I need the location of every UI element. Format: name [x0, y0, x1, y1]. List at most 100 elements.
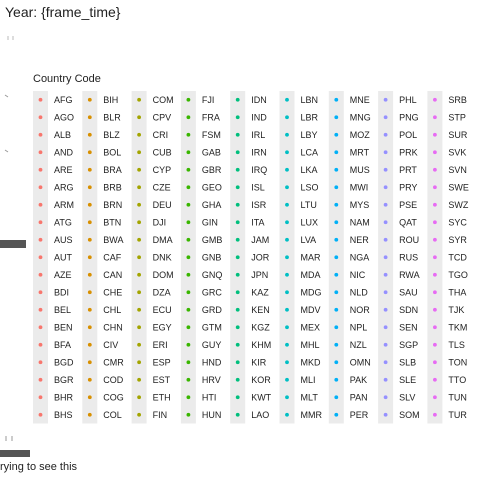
legend-point-cri	[137, 133, 141, 137]
legend-label-pak: PAK	[350, 375, 367, 385]
legend-point-can	[88, 273, 92, 277]
legend-label-hrv: HRV	[202, 375, 221, 385]
legend-point-pak	[334, 378, 338, 382]
legend-label-mrt: MRT	[350, 148, 370, 158]
legend-label-bra: BRA	[103, 165, 122, 175]
legend-point-khm	[236, 343, 240, 347]
legend-point-rou	[384, 238, 388, 242]
legend-label-sur: SUR	[448, 130, 468, 140]
legend-point-sdn	[384, 308, 388, 312]
legend-label-nic: NIC	[350, 270, 366, 280]
legend-point-swe	[433, 185, 437, 189]
legend-point-mli	[285, 378, 289, 382]
legend-label-hun: HUN	[202, 410, 222, 420]
legend-label-tjk: TJK	[448, 305, 464, 315]
legend-point-tcd	[433, 255, 437, 259]
legend-label-bel: BEL	[54, 305, 71, 315]
legend-point-sen	[384, 325, 388, 329]
legend-label-civ: CIV	[103, 340, 118, 350]
legend-point-per	[334, 413, 338, 417]
legend-label-tur: TUR	[448, 410, 467, 420]
legend-label-tcd: TCD	[448, 253, 467, 263]
legend-point-swz	[433, 203, 437, 207]
legend-label-bwa: BWA	[103, 235, 123, 245]
legend-point-pse	[384, 203, 388, 207]
legend-label-sgp: SGP	[399, 340, 418, 350]
legend-label-cmr: CMR	[103, 358, 124, 368]
legend-label-bhr: BHR	[54, 393, 74, 403]
legend-point-tjk	[433, 308, 437, 312]
legend-label-fsm: FSM	[202, 130, 221, 140]
legend-point-bih	[88, 98, 92, 102]
legend-label-caf: CAF	[103, 253, 122, 263]
legend-point-cmr	[88, 360, 92, 364]
legend-point-mda	[285, 273, 289, 277]
legend-point-bdi	[39, 290, 43, 294]
legend-label-nga: NGA	[350, 253, 370, 263]
legend-point-png	[384, 115, 388, 119]
legend-point-ben	[39, 325, 43, 329]
legend-label-aze: AZE	[54, 270, 72, 280]
legend-point-tkm	[433, 325, 437, 329]
legend-point-bgd	[39, 360, 43, 364]
legend-label-gmb: GMB	[202, 235, 223, 245]
legend-label-irq: IRQ	[251, 165, 267, 175]
legend-label-lao: LAO	[251, 410, 269, 420]
legend-point-nic	[334, 273, 338, 277]
legend-label-bgd: BGD	[54, 358, 74, 368]
legend-label-irl: IRL	[251, 130, 265, 140]
legend-point-lbn	[285, 98, 289, 102]
legend-point-bol	[88, 150, 92, 154]
legend-point-mhl	[285, 343, 289, 347]
legend-point-rwa	[384, 273, 388, 277]
legend-point-ecu	[137, 308, 141, 312]
legend-label-bgr: BGR	[54, 375, 74, 385]
legend-point-afg	[39, 98, 43, 102]
legend-label-bhs: BHS	[54, 410, 73, 420]
legend-point-guy	[187, 343, 191, 347]
legend-point-chl	[88, 308, 92, 312]
legend-label-col: COL	[103, 410, 122, 420]
legend-label-kor: KOR	[251, 375, 271, 385]
legend-point-cpv	[137, 115, 141, 119]
legend-label-mdg: MDG	[301, 288, 322, 298]
legend-label-mda: MDA	[301, 270, 321, 280]
legend-label-bdi: BDI	[54, 288, 69, 298]
legend-label-cpv: CPV	[153, 113, 172, 123]
legend-label-mng: MNG	[350, 113, 371, 123]
legend-point-bhr	[39, 395, 43, 399]
legend-point-grc	[187, 290, 191, 294]
legend-label-grd: GRD	[202, 305, 223, 315]
legend-label-alb: ALB	[54, 130, 71, 140]
legend-point-tls	[433, 343, 437, 347]
legend-label-guy: GUY	[202, 340, 222, 350]
legend-label-mli: MLI	[301, 375, 316, 385]
legend-point-isr	[236, 203, 240, 207]
legend-point-com	[137, 98, 141, 102]
legend-point-civ	[88, 343, 92, 347]
legend-point-dnk	[137, 255, 141, 259]
legend-label-can: CAN	[103, 270, 122, 280]
legend-point-lso	[285, 185, 289, 189]
legend-point-lbr	[285, 115, 289, 119]
legend-label-deu: DEU	[153, 200, 172, 210]
legend-label-ita: ITA	[251, 218, 264, 228]
legend-label-svn: SVN	[448, 165, 467, 175]
legend-point-mdv	[285, 308, 289, 312]
legend-label-bih: BIH	[103, 95, 118, 105]
legend-label-sdn: SDN	[399, 305, 418, 315]
legend-point-btn	[88, 220, 92, 224]
legend-label-lbn: LBN	[301, 95, 319, 105]
legend-label-jam: JAM	[251, 235, 269, 245]
legend-point-ago	[39, 115, 43, 119]
legend-label-mdv: MDV	[301, 305, 321, 315]
legend-point-syc	[433, 220, 437, 224]
legend-label-khm: KHM	[251, 340, 271, 350]
legend-label-moz: MOZ	[350, 130, 370, 140]
legend: AFG AGO ALB AND ARE ARG ARM ATG AUS AUT AZE BDI BEL B…	[0, 0, 480, 460]
legend-point-and	[39, 150, 43, 154]
legend-label-bfa: BFA	[54, 340, 71, 350]
legend-label-kaz: KAZ	[251, 288, 269, 298]
legend-point-syr	[433, 238, 437, 242]
legend-label-mne: MNE	[350, 95, 370, 105]
